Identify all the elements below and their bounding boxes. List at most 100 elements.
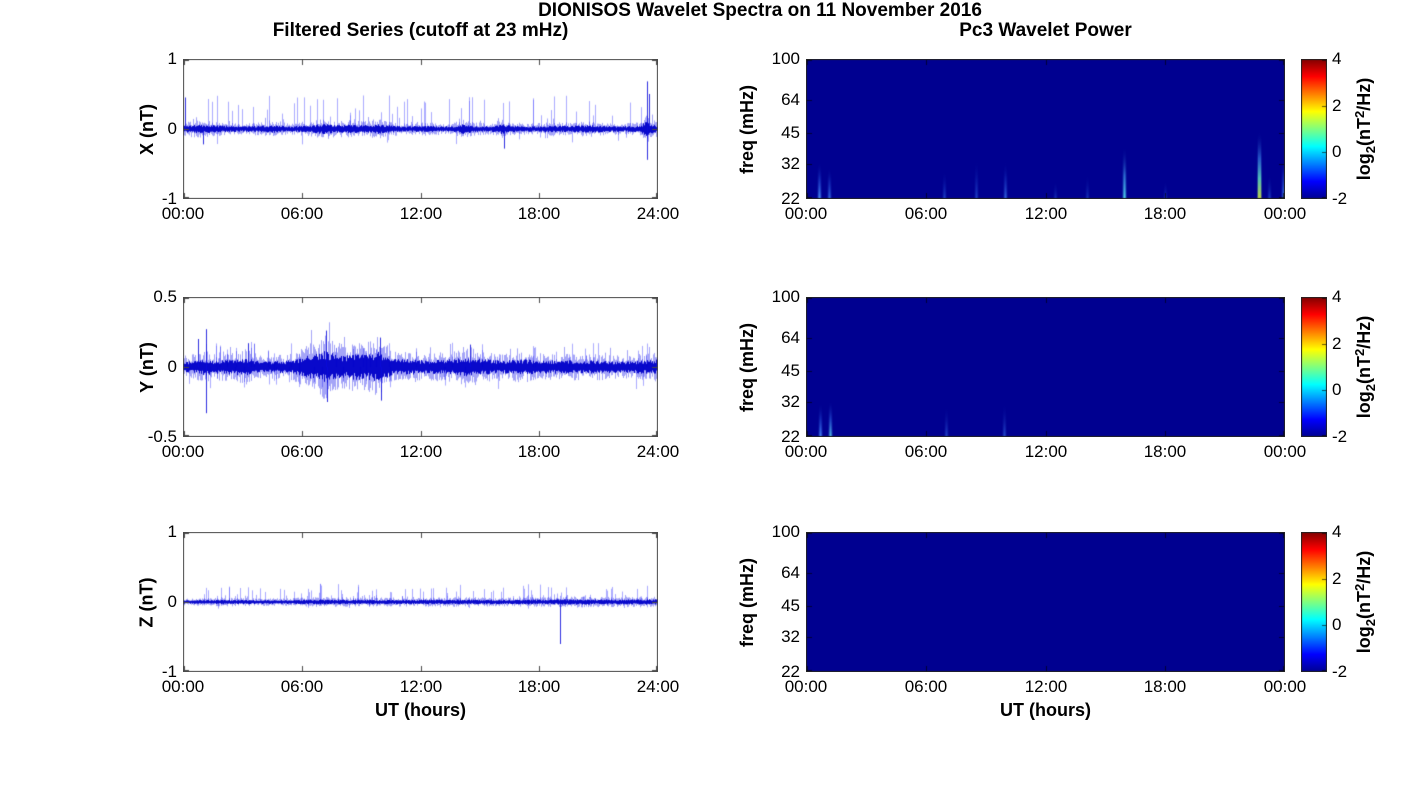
y-tick-label: 64 (781, 563, 800, 582)
colorbar-tick-label: 0 (1332, 380, 1342, 399)
y-tick-label: 64 (781, 328, 800, 347)
y-tick-label: 45 (781, 123, 800, 142)
y-axis-label: X (nT) (136, 103, 157, 155)
y-tick-label: 1 (167, 49, 177, 68)
y-tick-label: -1 (161, 189, 177, 208)
x-axis-label: UT (hours) (375, 700, 466, 720)
y-tick-label: 22 (781, 189, 800, 208)
colorbar-label-part: (nT (1354, 118, 1375, 146)
x-tick-label: 06:00 (904, 442, 948, 461)
x-tick-label: 00:00 (161, 677, 205, 696)
colorbar-label-part: 2 (1363, 145, 1379, 154)
colorbar-label-part: 2 (1352, 110, 1368, 119)
x-tick-label: 12:00 (1024, 204, 1068, 223)
x-tick-label: 00:00 (161, 204, 205, 223)
x-tick-label: 00:00 (784, 204, 828, 223)
colorbar-tick-label: 0 (1332, 142, 1342, 161)
colorbar-label-part: 2 (1363, 383, 1379, 392)
x-tick-label: 12:00 (1024, 677, 1068, 696)
colorbar-tick-label: 2 (1332, 569, 1342, 588)
colorbar-tick-label: 4 (1332, 49, 1342, 68)
y-tick-label: -0.5 (147, 427, 177, 446)
y-axis-label-wrap: freq (mHz) (735, 59, 759, 199)
x-tick-label: 06:00 (280, 442, 324, 461)
z-wavelet-plot (806, 532, 1285, 672)
y-tick-label: 64 (781, 90, 800, 109)
colorbar (1301, 297, 1327, 437)
colorbar-label-part: /Hz) (1354, 315, 1375, 349)
x-tick-label: 18:00 (1143, 204, 1187, 223)
y-axis-label-wrap: freq (mHz) (735, 532, 759, 672)
colorbar-label-part: log (1354, 153, 1375, 181)
colorbar-label-part: (nT (1354, 356, 1375, 384)
colorbar-tick-label: -2 (1332, 427, 1348, 446)
colorbar-label-part: log (1354, 391, 1375, 419)
x-tick-label: 12:00 (399, 204, 443, 223)
x-tick-label: 24:00 (636, 677, 680, 696)
y-tick-label: -1 (161, 662, 177, 681)
x-tick-label: 18:00 (1143, 677, 1187, 696)
x-tick-label: 06:00 (904, 677, 948, 696)
x-tick-label: 24:00 (636, 442, 680, 461)
y-tick-label: 0 (167, 592, 177, 611)
z-filtered-plot (183, 532, 658, 672)
colorbar-tick-label: 4 (1332, 522, 1342, 541)
y-axis-label: freq (mHz) (736, 557, 757, 647)
x-tick-label: 18:00 (517, 442, 561, 461)
x-tick-label: 12:00 (399, 442, 443, 461)
colorbar-label-part: /Hz) (1354, 77, 1375, 111)
x-tick-label: 00:00 (1263, 442, 1307, 461)
y-tick-label: 32 (781, 627, 800, 646)
y-axis-label-wrap: Z (nT) (135, 532, 159, 672)
x-filtered-plot (183, 59, 658, 199)
x-tick-label: 12:00 (1024, 442, 1068, 461)
x-tick-label: 24:00 (636, 204, 680, 223)
colorbar-label-wrap: log2(nT2/Hz) (1352, 532, 1378, 672)
x-axis-label: UT (hours) (1000, 700, 1091, 720)
colorbar-tick-label: -2 (1332, 662, 1348, 681)
colorbar-label-part: 2 (1352, 348, 1368, 357)
colorbar-tick-label: 4 (1332, 287, 1342, 306)
colorbar (1301, 59, 1327, 199)
y-axis-label: freq (mHz) (736, 322, 757, 412)
y-tick-label: 32 (781, 392, 800, 411)
x-tick-label: 06:00 (280, 204, 324, 223)
y-filtered-plot (183, 297, 658, 437)
x-tick-label: 12:00 (399, 677, 443, 696)
x-tick-label: 18:00 (517, 677, 561, 696)
figure-title: DIONISOS Wavelet Spectra on 11 November … (538, 0, 982, 21)
y-tick-label: 0 (167, 357, 177, 376)
y-tick-label: 0.5 (153, 287, 177, 306)
colorbar-label-part: (nT (1354, 591, 1375, 619)
y-wavelet-plot (806, 297, 1285, 437)
colorbar-label: log2(nT2/Hz) (1352, 78, 1378, 180)
x-tick-label: 00:00 (161, 442, 205, 461)
x-tick-label: 06:00 (280, 677, 324, 696)
x-tick-label: 18:00 (517, 204, 561, 223)
colorbar-label-part: 2 (1352, 583, 1368, 592)
y-axis-label: freq (mHz) (736, 84, 757, 174)
colorbar-label-part: /Hz) (1354, 550, 1375, 584)
y-axis-label: Y (nT) (136, 341, 157, 393)
colorbar-label-wrap: log2(nT2/Hz) (1352, 59, 1378, 199)
y-tick-label: 22 (781, 427, 800, 446)
y-tick-label: 45 (781, 596, 800, 615)
colorbar-label-part: log (1354, 626, 1375, 654)
colorbar-label: log2(nT2/Hz) (1352, 316, 1378, 418)
y-axis-label-wrap: Y (nT) (135, 297, 159, 437)
y-tick-label: 100 (771, 522, 800, 541)
x-tick-label: 06:00 (904, 204, 948, 223)
y-axis-label: Z (nT) (136, 577, 157, 627)
colorbar-tick-label: 0 (1332, 615, 1342, 634)
y-axis-label-wrap: X (nT) (135, 59, 159, 199)
y-tick-label: 100 (771, 49, 800, 68)
y-tick-label: 1 (167, 522, 177, 541)
colorbar-tick-label: 2 (1332, 334, 1342, 353)
colorbar-tick-label: 2 (1332, 96, 1342, 115)
colorbar-label-part: 2 (1363, 618, 1379, 627)
y-tick-label: 100 (771, 287, 800, 306)
y-axis-label-wrap: freq (mHz) (735, 297, 759, 437)
x-tick-label: 18:00 (1143, 442, 1187, 461)
colorbar-label: log2(nT2/Hz) (1352, 551, 1378, 653)
